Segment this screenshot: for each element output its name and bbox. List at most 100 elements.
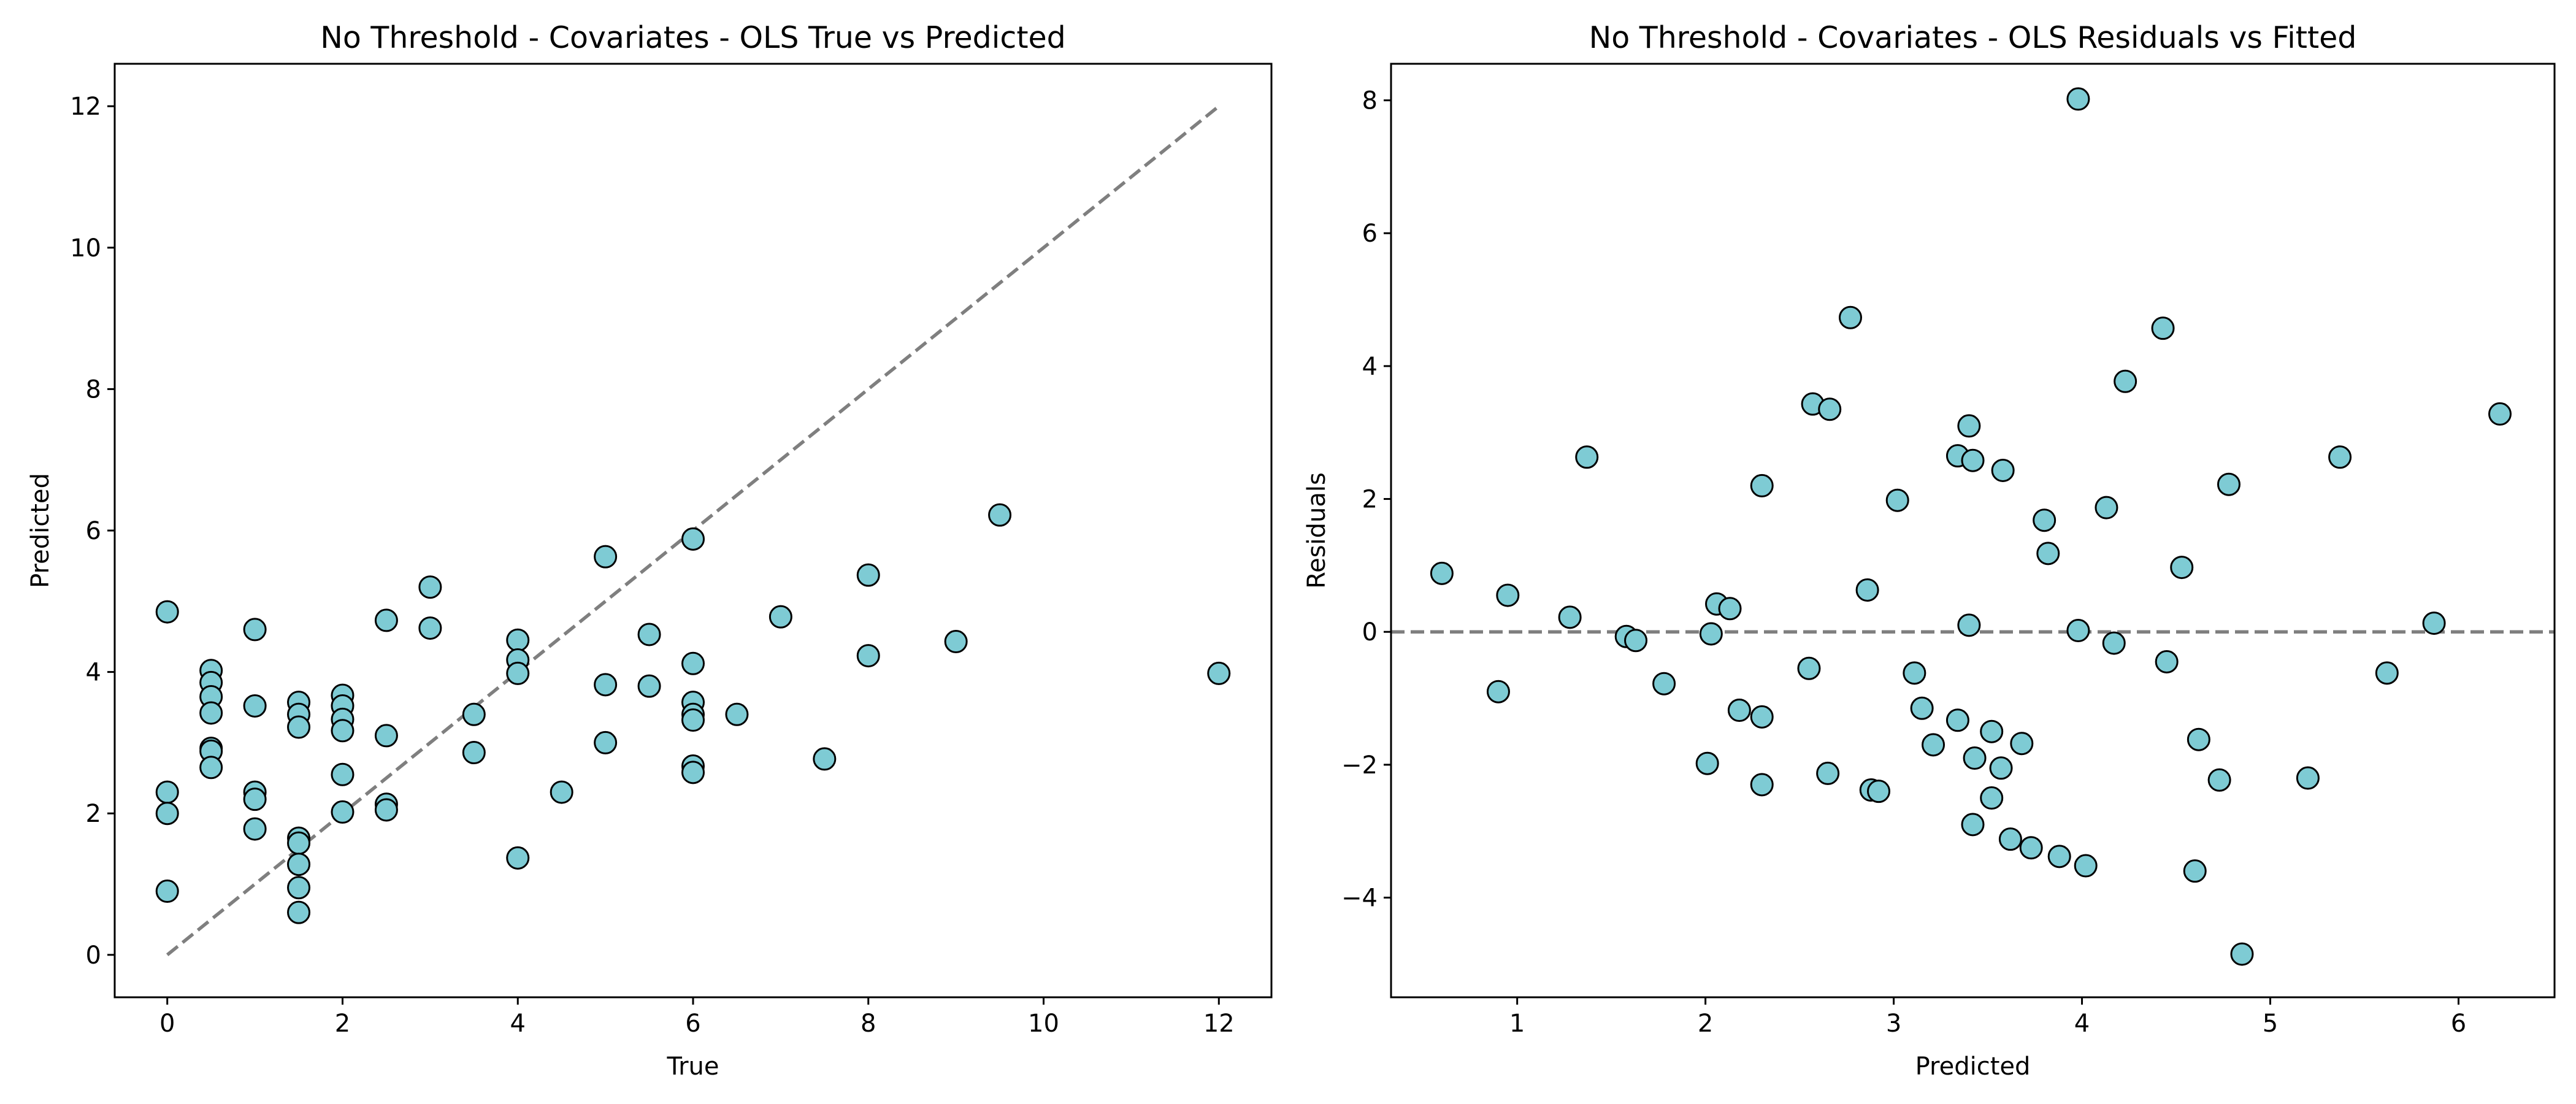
x-tick-label: 2 [1698, 1010, 1713, 1038]
data-point [1980, 786, 2004, 810]
data-point [1903, 661, 1926, 685]
data-point [2230, 942, 2254, 966]
data-point [594, 673, 618, 697]
plot-area [1390, 63, 2556, 999]
data-point [681, 708, 705, 732]
data-point [1838, 305, 1862, 329]
data-point [1818, 397, 1842, 421]
data-point [988, 503, 1012, 527]
data-point [243, 618, 267, 642]
data-point [2328, 445, 2352, 469]
data-point [1855, 578, 1879, 602]
data-point [287, 715, 311, 739]
data-point [769, 605, 792, 629]
data-point [2170, 556, 2194, 580]
data-point [637, 623, 661, 646]
data-point [1989, 756, 2013, 780]
y-tick-label: −2 [1341, 751, 1378, 780]
chart-title: No Threshold - Covariates - OLS Residual… [1589, 20, 2357, 55]
data-point [199, 756, 223, 780]
data-point [506, 661, 530, 685]
data-point [1816, 761, 1840, 785]
y-tick-label: 12 [70, 93, 101, 121]
data-point [1652, 672, 1676, 696]
data-point [506, 846, 530, 870]
x-tick-label: 2 [335, 1010, 350, 1038]
data-point [2074, 854, 2098, 878]
y-tick-label: 2 [86, 800, 101, 828]
data-point [155, 880, 179, 903]
chart-title: No Threshold - Covariates - OLS True vs … [320, 20, 1066, 55]
data-point [331, 719, 355, 743]
data-point [2296, 766, 2320, 790]
residuals-vs-fitted-panel: No Threshold - Covariates - OLS Residual… [1303, 20, 2556, 1081]
data-point [856, 563, 880, 587]
data-point [2155, 650, 2179, 673]
data-point [944, 630, 968, 654]
x-tick-label: 8 [861, 1010, 876, 1038]
data-point [1922, 733, 1945, 757]
true-vs-predicted-panel: No Threshold - Covariates - OLS True vs … [26, 20, 1273, 1081]
y-tick-label: 6 [86, 517, 101, 545]
data-point [331, 800, 355, 824]
data-point [1699, 622, 1723, 646]
data-point [1957, 613, 1981, 637]
data-point [243, 694, 267, 718]
data-point [594, 545, 618, 569]
data-point [1430, 561, 1454, 585]
data-point [2036, 542, 2060, 565]
y-tick-label: 0 [86, 941, 101, 970]
data-point [2047, 845, 2071, 868]
data-point [1885, 488, 1909, 512]
data-point [155, 780, 179, 804]
y-tick-label: −4 [1341, 884, 1378, 913]
data-point [1991, 458, 2015, 482]
data-point [1207, 661, 1231, 685]
data-point [1750, 473, 1774, 497]
data-point [2183, 859, 2207, 883]
data-point [2114, 369, 2137, 393]
data-point [2488, 402, 2512, 426]
data-point [1961, 813, 1985, 837]
data-point [594, 730, 618, 754]
data-point [1727, 699, 1751, 723]
x-tick-label: 12 [1203, 1010, 1235, 1038]
data-point [1963, 746, 1987, 770]
data-point [287, 853, 311, 876]
data-point [1867, 780, 1891, 803]
x-tick-label: 6 [685, 1010, 700, 1038]
data-point [856, 644, 880, 668]
data-point [550, 780, 573, 804]
data-point [374, 608, 398, 632]
data-point [2010, 732, 2034, 756]
data-point [287, 831, 311, 855]
data-point [1750, 773, 1774, 797]
data-point [155, 802, 179, 826]
data-point [331, 762, 355, 786]
data-point [2217, 472, 2241, 496]
x-tick-label: 3 [1886, 1010, 1901, 1038]
data-point [1980, 719, 2004, 743]
data-point [2066, 87, 2090, 111]
x-tick-label: 4 [510, 1010, 526, 1038]
data-point [1486, 680, 1510, 703]
data-point [813, 747, 837, 771]
y-tick-label: 4 [86, 659, 101, 687]
x-tick-label: 0 [159, 1010, 175, 1038]
x-axis-label: True [667, 1052, 719, 1081]
data-point [2066, 619, 2090, 643]
data-point [243, 817, 267, 841]
x-axis-label: Predicted [1915, 1052, 2031, 1081]
data-point [199, 701, 223, 725]
data-point [418, 616, 442, 640]
data-point [681, 651, 705, 675]
data-point [1624, 629, 1648, 653]
data-point [418, 575, 442, 599]
data-point [1695, 751, 1719, 775]
data-point [2207, 768, 2231, 792]
data-point [1998, 827, 2022, 851]
data-point [243, 788, 267, 811]
data-point [725, 702, 749, 726]
data-point [2019, 836, 2043, 860]
y-axis-label: Residuals [1303, 472, 1331, 589]
